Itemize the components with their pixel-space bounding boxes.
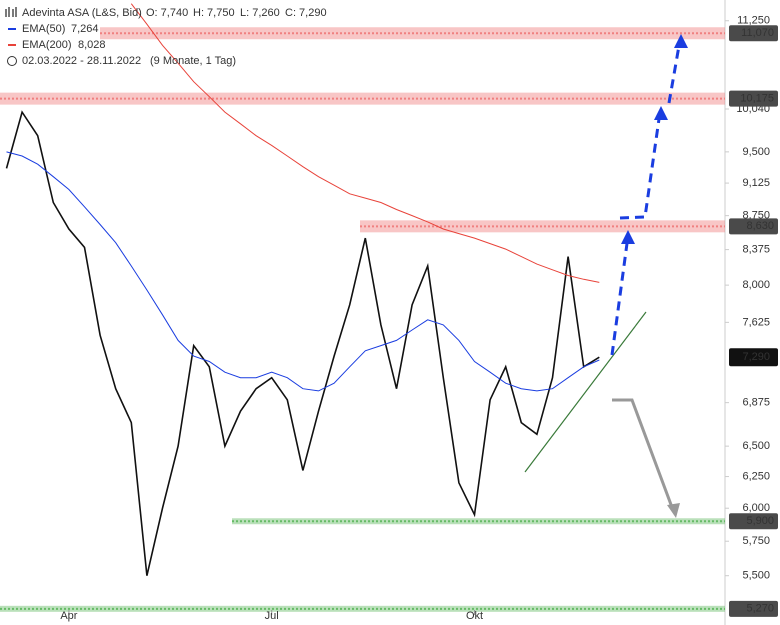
level-label-box	[729, 25, 778, 42]
y-tick-label: 5,750	[742, 535, 770, 547]
level-label-box	[729, 513, 778, 530]
trend-line	[524, 311, 647, 473]
ohlc: O: 7,740	[146, 7, 188, 19]
y-tick-label: 8,375	[742, 244, 770, 256]
series-line	[6, 151, 600, 392]
arrow-head	[667, 503, 680, 518]
arrow-head	[621, 230, 635, 244]
y-tick-label: 6,000	[742, 502, 770, 514]
x-tick-label: Jul	[265, 610, 279, 622]
price-label-box	[729, 348, 778, 367]
arrow-head	[674, 34, 688, 48]
y-tick-label: 5,500	[742, 570, 770, 582]
clock-icon	[7, 56, 17, 66]
level-label: 11,070	[741, 27, 774, 39]
series-line	[130, 3, 600, 283]
level-zone	[0, 605, 725, 612]
level-zone	[360, 220, 725, 233]
forecast-arrow	[619, 111, 662, 220]
legend-label: EMA(200)	[22, 39, 72, 51]
y-tick-label: 11,250	[737, 15, 770, 27]
y-tick-label: 7,625	[742, 316, 770, 328]
y-tick-label: 9,500	[742, 146, 770, 158]
x-tick-label: Okt	[466, 610, 483, 622]
ohlc: H: 7,750	[193, 7, 235, 19]
title: Adevinta ASA (L&S, Bid)	[22, 7, 142, 19]
ohlc: C: 7,290	[285, 7, 327, 19]
period: 02.03.2022 - 28.11.2022	[22, 55, 141, 67]
y-tick-label: 6,250	[742, 470, 770, 482]
level-zone	[232, 518, 725, 525]
price-label: 7,290	[742, 351, 770, 363]
y-tick-label: 8,000	[742, 279, 770, 291]
ohlc: L: 7,260	[240, 7, 280, 19]
legend-value: 7,264	[71, 23, 99, 35]
forecast-arrow	[610, 235, 630, 356]
legend-label: EMA(50)	[22, 23, 65, 35]
level-label-box	[729, 218, 778, 235]
x-tick-label: Apr	[60, 610, 77, 622]
level-label: 10,175	[740, 93, 774, 105]
arrow-head	[654, 106, 668, 120]
down-arrow	[612, 398, 675, 511]
forecast-arrow	[667, 39, 682, 104]
y-tick-label: 6,500	[742, 440, 770, 452]
level-label-box	[729, 600, 778, 617]
level-label: 5,900	[746, 515, 774, 527]
legend-value: 8,028	[78, 39, 106, 51]
level-label: 8,630	[746, 220, 774, 232]
series-line	[5, 110, 600, 576]
level-label: 5,270	[746, 603, 774, 615]
chart-icon	[5, 7, 17, 17]
period-note: (9 Monate, 1 Tag)	[150, 55, 236, 67]
level-zone	[0, 92, 725, 105]
y-tick-label: 6,875	[742, 397, 770, 409]
y-tick-label: 9,125	[742, 177, 770, 189]
level-label-box	[729, 90, 778, 107]
